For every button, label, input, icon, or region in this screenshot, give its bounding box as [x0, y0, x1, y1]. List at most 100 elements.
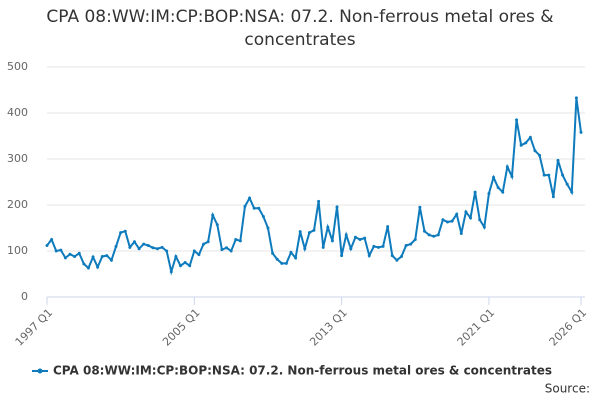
point	[317, 199, 321, 203]
point	[482, 225, 486, 229]
point	[252, 206, 256, 210]
point	[427, 233, 431, 237]
point	[211, 213, 215, 217]
point	[91, 255, 95, 259]
point	[386, 225, 390, 229]
point	[556, 158, 560, 162]
point	[298, 230, 302, 234]
y-tick-label: 100	[7, 244, 28, 257]
point	[551, 195, 555, 199]
point	[358, 238, 362, 241]
point	[561, 173, 565, 177]
point	[478, 218, 482, 222]
point	[312, 228, 316, 232]
point	[238, 239, 242, 243]
point	[63, 256, 67, 260]
x-tick-label: 2013 Q1	[307, 306, 350, 349]
point	[183, 261, 187, 264]
point	[234, 238, 238, 241]
point	[519, 143, 523, 147]
chart-title: CPA 08:WW:IM:CP:BOP:NSA: 07.2. Non-ferro…	[46, 7, 554, 50]
point	[409, 242, 413, 246]
point	[82, 262, 86, 266]
point	[146, 243, 150, 247]
point	[413, 238, 417, 241]
point	[492, 175, 496, 179]
point	[169, 270, 173, 274]
point	[574, 96, 578, 100]
point	[469, 216, 473, 220]
point	[446, 220, 449, 224]
point	[165, 249, 169, 253]
point	[542, 173, 546, 177]
point	[137, 247, 141, 251]
x-tick-label: 2026 Q1	[547, 306, 590, 349]
x-tick-label: 2021 Q1	[455, 306, 498, 349]
point	[109, 258, 113, 262]
point	[50, 238, 54, 241]
legend-symbol	[37, 368, 43, 374]
point	[363, 236, 367, 240]
point	[376, 245, 380, 249]
point	[197, 253, 201, 257]
point	[192, 249, 196, 253]
point	[473, 190, 477, 194]
point	[505, 165, 509, 169]
point	[344, 233, 348, 237]
point	[105, 254, 109, 258]
point	[524, 141, 528, 145]
y-tick-label: 200	[7, 198, 28, 211]
point	[436, 233, 440, 237]
point	[418, 205, 422, 209]
legend-label: CPA 08:WW:IM:CP:BOP:NSA: 07.2. Non-ferro…	[53, 364, 552, 378]
point	[132, 240, 136, 244]
y-tick-label: 500	[7, 60, 28, 73]
point	[353, 235, 357, 239]
point	[330, 239, 334, 243]
x-tick-label: 1997 Q1	[13, 306, 56, 349]
point	[547, 173, 551, 177]
y-tick-label: 300	[7, 152, 28, 165]
point	[335, 205, 339, 209]
point	[119, 231, 123, 235]
point	[565, 182, 569, 186]
point	[289, 250, 293, 254]
point	[496, 186, 500, 190]
point	[381, 244, 385, 248]
y-tick-label: 0	[21, 290, 28, 303]
point	[533, 149, 537, 153]
point	[340, 254, 344, 258]
point	[579, 130, 583, 134]
point	[515, 118, 519, 122]
point	[455, 212, 459, 216]
point	[464, 210, 468, 214]
point	[280, 261, 284, 265]
point	[528, 135, 532, 139]
point	[432, 234, 436, 238]
point	[284, 261, 288, 265]
source: Source:	[545, 382, 590, 396]
point	[220, 248, 224, 252]
point	[248, 196, 252, 200]
point	[54, 249, 58, 253]
point	[390, 254, 394, 258]
point	[179, 264, 182, 268]
point	[266, 226, 270, 230]
point	[422, 229, 426, 233]
point	[303, 247, 307, 251]
x-tick-label: 2005 Q1	[160, 306, 203, 349]
point	[202, 242, 206, 246]
point	[501, 190, 505, 194]
point	[68, 252, 72, 256]
point	[349, 247, 353, 251]
point	[73, 255, 77, 259]
point	[271, 251, 275, 255]
point	[372, 244, 376, 248]
point	[225, 246, 229, 250]
point	[261, 215, 265, 218]
point	[215, 223, 219, 227]
point	[275, 257, 279, 261]
point	[395, 258, 399, 262]
